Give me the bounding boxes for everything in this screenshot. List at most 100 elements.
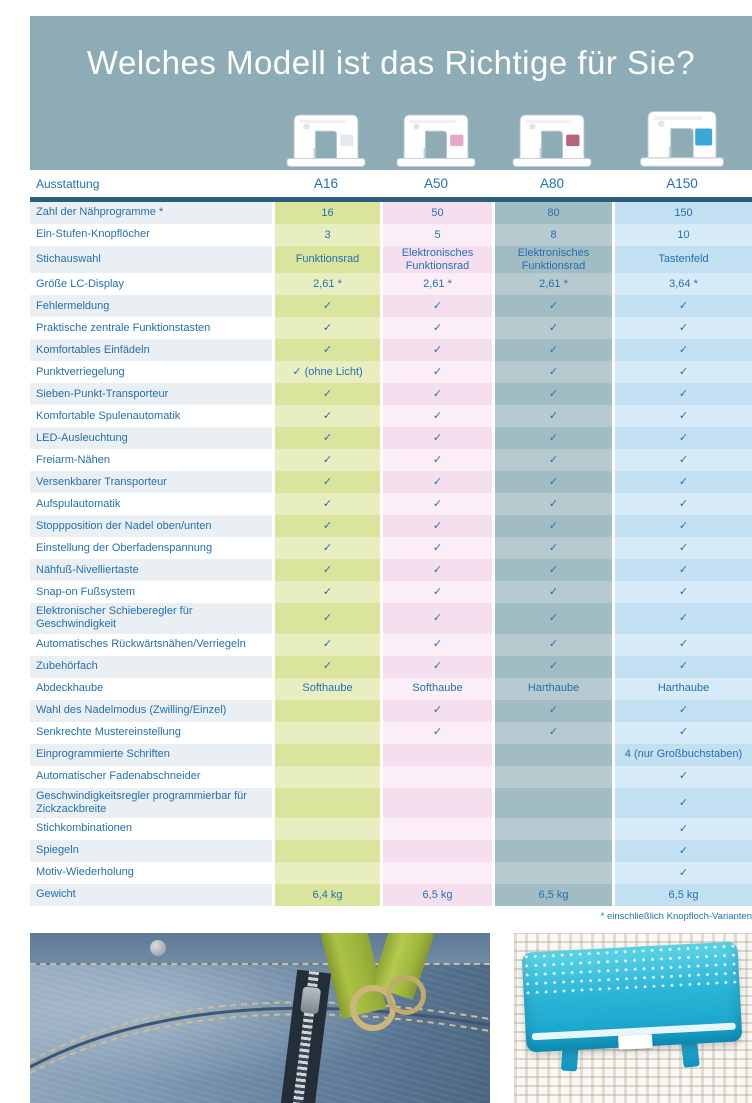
table-row: Stoppposition der Nadel oben/unten ✓ ✓ ✓ ✓ [30,515,752,538]
header-divider [30,197,752,202]
feature-value [272,721,380,744]
table-row: Freiarm-Nähen ✓ ✓ ✓ ✓ [30,449,752,472]
feature-value: 4 (nur Großbuchstaben) [612,743,752,766]
feature-value: ✓ [272,603,380,634]
comparison-table: Ausstattung A16 A50 A80 A150 Zahl der Nä… [30,170,752,907]
feature-value: ✓ [492,515,612,538]
feature-value [380,743,492,766]
feature-value: 2,61 * [380,273,492,296]
table-row: Zahl der Nähprogramme * 16 50 80 150 [30,202,752,224]
feature-value [492,743,612,766]
feature-value [492,840,612,863]
table-row: Gewicht 6,4 kg 6,5 kg 6,5 kg 6,5 kg [30,884,752,907]
feature-value: 2,61 * [272,273,380,296]
feature-value: ✓ [380,493,492,516]
feature-label: Praktische zentrale Funktionstasten [30,317,272,340]
feature-value: 6,5 kg [380,884,492,907]
feature-value: 8 [492,224,612,246]
feature-value: ✓ [492,559,612,582]
feature-value: ✓ [380,581,492,604]
feature-value: Softhaube [380,677,492,700]
feature-value: ✓ [272,633,380,656]
feature-value: ✓ [492,361,612,384]
feature-value: ✓ [612,449,752,472]
feature-value: ✓ [380,655,492,678]
feature-value: ✓ [272,383,380,406]
feature-value: ✓ [612,361,752,384]
jeans-photo [30,933,490,1103]
feature-value: ✓ [272,295,380,318]
table-row: Motiv-Wiederholung ✓ [30,862,752,885]
feature-label: Einstellung der Oberfadenspannung [30,537,272,560]
machine-row [30,104,752,170]
feature-value: ✓ [612,765,752,788]
basket-photo [514,933,752,1103]
table-row: Einstellung der Oberfadenspannung ✓ ✓ ✓ ✓ [30,537,752,560]
feature-label: Ein-Stufen-Knopflöcher [30,224,272,246]
feature-label: Wahl des Nadelmodus (Zwilling/Einzel) [30,699,272,722]
metal-ring [386,975,426,1015]
feature-value: ✓ [492,405,612,428]
feature-value: ✓ [380,405,492,428]
machine-image-a50 [380,108,492,170]
feature-label: Aufspulautomatik [30,493,272,516]
machine-image-a150 [612,104,752,170]
feature-value: ✓ [380,633,492,656]
feature-value: ✓ [380,699,492,722]
feature-label: Geschwindigkeitsregler programmierbar fü… [30,787,272,819]
feature-label: Senkrechte Mustereinstellung [30,721,272,744]
feature-label: Automatisches Rückwärtsnähen/Verriegeln [30,633,272,656]
feature-value: ✓ [380,537,492,560]
label-tag [618,1034,653,1050]
feature-value: 50 [380,202,492,224]
sewing-machine-icon [396,114,476,167]
feature-value: Harthaube [612,677,752,700]
feature-value: ✓ [272,559,380,582]
feature-label: Fehlermeldung [30,295,272,318]
table-row: Komfortable Spulenautomatik ✓ ✓ ✓ ✓ [30,405,752,428]
model-header-a150: A150 [666,176,698,191]
feature-value: ✓ [272,427,380,450]
feature-value: ✓ [612,862,752,885]
feature-value: ✓ [380,603,492,634]
table-row: Aufspulautomatik ✓ ✓ ✓ ✓ [30,493,752,516]
feature-value: ✓ [272,449,380,472]
feature-value: ✓ [272,317,380,340]
table-row: Geschwindigkeitsregler programmierbar fü… [30,787,752,819]
feature-value: ✓ [612,633,752,656]
feature-value: ✓ [272,339,380,362]
feature-value [492,787,612,819]
table-row: Automatisches Rückwärtsnähen/Verriegeln ✓… [30,633,752,656]
feature-value: ✓ [612,787,752,819]
feature-value: ✓ [380,317,492,340]
table-header-row: Ausstattung A16 A50 A80 A150 [30,170,752,197]
feature-value: 3 [272,224,380,246]
sewing-machine-icon [512,114,592,167]
model-header-a16: A16 [313,176,339,191]
sewing-machine-icon [286,114,366,167]
model-header-a80: A80 [539,176,565,191]
feature-value [492,765,612,788]
feature-label: Einprogrammierte Schriften [30,743,272,766]
feature-value: Funktionsrad [272,246,380,274]
feature-value: ✓ [612,405,752,428]
feature-value [380,862,492,885]
table-row: Fehlermeldung ✓ ✓ ✓ ✓ [30,295,752,318]
header-band: Welches Modell ist das Richtige für Sie? [30,16,752,170]
feature-value: ✓ [272,581,380,604]
denim-stitching [30,1001,490,1074]
table-row: Ein-Stufen-Knopflöcher 3 5 8 10 [30,224,752,246]
feature-value: Softhaube [272,677,380,700]
feature-value: ✓ [612,317,752,340]
model-header-a50: A50 [423,176,449,191]
feature-label: Nähfuß-Nivelliertaste [30,559,272,582]
feature-value: ✓ [492,383,612,406]
feature-value: ✓ [272,655,380,678]
feature-value: ✓ [492,721,612,744]
table-row: Praktische zentrale Funktionstasten ✓ ✓ ✓ ✓ [30,317,752,340]
feature-value [272,765,380,788]
table-row: Snap-on Fußsystem ✓ ✓ ✓ ✓ [30,581,752,604]
feature-label: Zubehörfach [30,655,272,678]
feature-value: ✓ [492,493,612,516]
feature-value [492,818,612,841]
